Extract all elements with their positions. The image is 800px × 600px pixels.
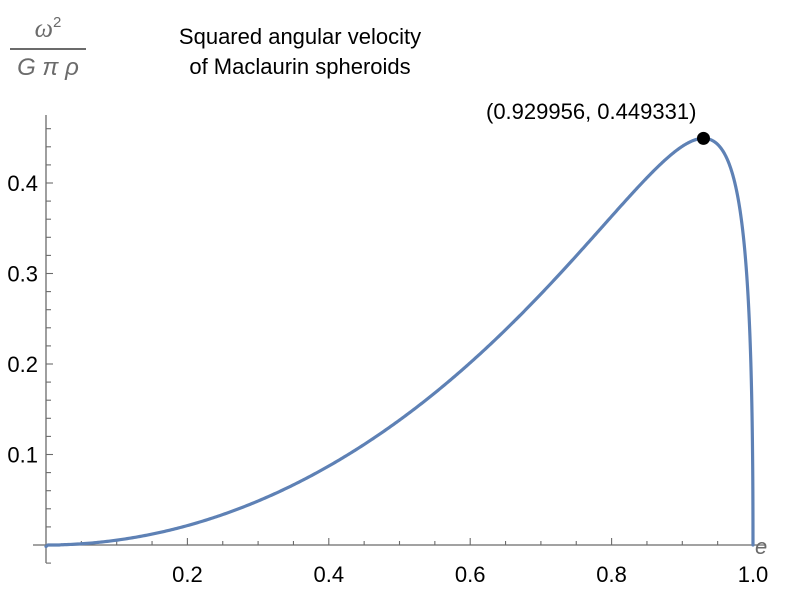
tick-labels: 0.2 0.4 0.6 0.8 1.0 0.1 0.2 0.3 0.4 bbox=[7, 171, 768, 587]
data-curve bbox=[44, 136, 755, 549]
peak-point-marker bbox=[696, 131, 710, 145]
peak-annotation: (0.929956, 0.449331) bbox=[486, 99, 697, 124]
y-tick-label: 0.2 bbox=[7, 352, 38, 377]
x-axis-label: e bbox=[755, 534, 768, 559]
y-axis-label-numerator: ω2 bbox=[34, 13, 62, 43]
x-tick-label: 0.2 bbox=[172, 562, 203, 587]
chart-title: Squared angular velocity of Maclaurin sp… bbox=[150, 22, 450, 82]
x-tick-label: 1.0 bbox=[738, 562, 769, 587]
y-tick-label: 0.4 bbox=[7, 171, 38, 196]
y-tick-label: 0.1 bbox=[7, 443, 38, 468]
x-tick-label: 0.4 bbox=[314, 562, 345, 587]
chart-title-line-2: of Maclaurin spheroids bbox=[189, 54, 411, 79]
chart-title-line-1: Squared angular velocity bbox=[178, 24, 422, 49]
x-tick-label: 0.8 bbox=[596, 562, 627, 587]
y-axis-label-denominator: G π ρ bbox=[17, 53, 79, 81]
x-tick-label: 0.6 bbox=[455, 562, 486, 587]
y-tick-label: 0.3 bbox=[7, 262, 38, 287]
y-axis-label: ω2 G π ρ bbox=[8, 8, 88, 82]
y-axis-label-fraction-bar bbox=[10, 47, 86, 50]
axes bbox=[33, 115, 765, 564]
